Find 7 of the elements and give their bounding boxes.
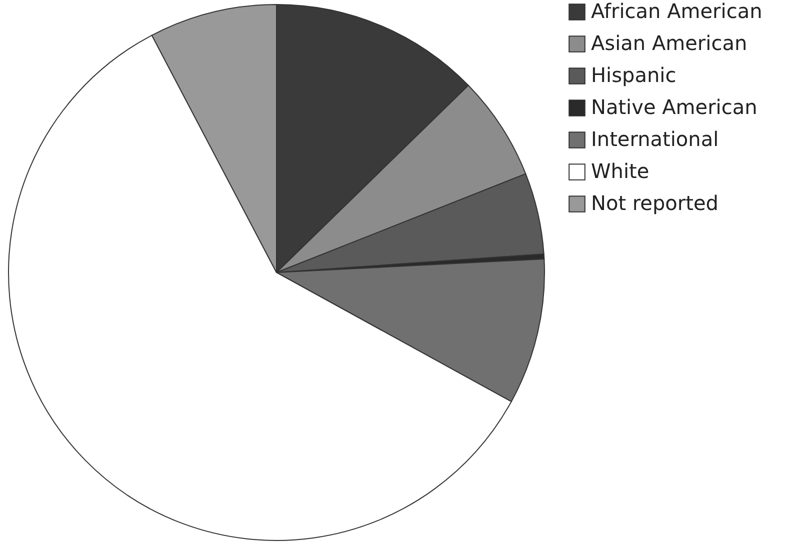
legend-label: Native American — [591, 95, 758, 119]
legend-label: Asian American — [591, 31, 748, 55]
legend-label: African American — [591, 0, 762, 23]
legend-label: Not reported — [591, 191, 718, 215]
legend-label: International — [591, 127, 719, 151]
legend-label: Hispanic — [591, 63, 676, 87]
legend-label: White — [591, 159, 650, 183]
